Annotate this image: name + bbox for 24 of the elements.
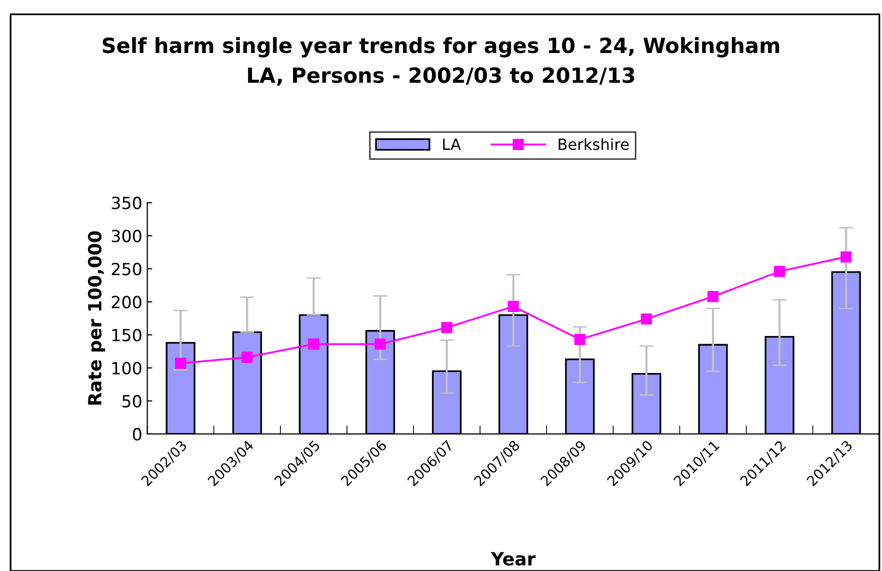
point: [441, 322, 452, 334]
legend-label: Berkshire: [558, 138, 629, 150]
chart-title: Self harm single year trends for ages 10 - 24, Wokingham LA, Persons - 2002/03 to 2012/13: [102, 37, 780, 86]
y-axis-title: Rate per 100,000: [88, 231, 106, 405]
legend-label: LA: [443, 138, 461, 150]
point: [707, 290, 719, 302]
point: [175, 358, 186, 369]
y-tick-label: 150: [112, 328, 142, 342]
y-tick-label: 300: [112, 230, 142, 242]
y-tick-label: 250: [112, 262, 142, 276]
point: [640, 313, 652, 325]
point: [840, 251, 852, 262]
point: [308, 338, 320, 350]
point: [774, 266, 786, 277]
x-axis-title: Year: [490, 552, 536, 566]
y-tick-label: 0: [132, 428, 142, 441]
y-tick-label: 50: [122, 394, 142, 408]
point: [574, 334, 586, 346]
y-tick-label: 350: [112, 196, 142, 210]
point: [374, 338, 386, 350]
point: [508, 300, 519, 312]
y-tick-label: 200: [112, 296, 142, 308]
y-tick-label: 100: [112, 362, 142, 374]
point: [242, 352, 253, 363]
